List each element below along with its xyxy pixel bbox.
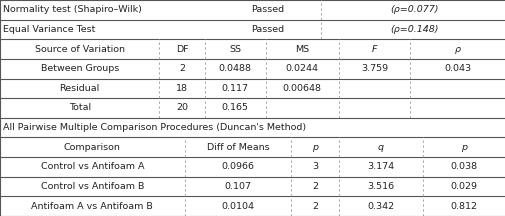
Text: 0.0488: 0.0488 xyxy=(218,64,251,73)
Text: (ρ=0.148): (ρ=0.148) xyxy=(390,25,438,34)
Text: Passed: Passed xyxy=(251,5,284,14)
Text: All Pairwise Multiple Comparison Procedures (Duncan's Method): All Pairwise Multiple Comparison Procedu… xyxy=(3,123,305,132)
Text: 20: 20 xyxy=(176,103,188,113)
Text: q: q xyxy=(377,143,383,152)
Text: Source of Variation: Source of Variation xyxy=(35,44,124,54)
Text: Diff of Means: Diff of Means xyxy=(206,143,269,152)
Text: Equal Variance Test: Equal Variance Test xyxy=(3,25,95,34)
Text: Comparison: Comparison xyxy=(64,143,121,152)
Text: 0.107: 0.107 xyxy=(224,182,251,191)
Text: Antifoam A vs Antifoam B: Antifoam A vs Antifoam B xyxy=(31,202,153,211)
Text: MS: MS xyxy=(295,44,309,54)
Text: DF: DF xyxy=(176,44,188,54)
Text: Total: Total xyxy=(69,103,90,113)
Text: p: p xyxy=(461,143,466,152)
Text: 2: 2 xyxy=(312,182,317,191)
Text: 0.029: 0.029 xyxy=(450,182,477,191)
Text: Control vs Antifoam B: Control vs Antifoam B xyxy=(40,182,144,191)
Text: 0.0104: 0.0104 xyxy=(221,202,254,211)
Text: 0.038: 0.038 xyxy=(450,162,477,172)
Text: Between Groups: Between Groups xyxy=(40,64,119,73)
Text: 0.043: 0.043 xyxy=(443,64,471,73)
Text: 0.00648: 0.00648 xyxy=(282,84,321,93)
Text: 3: 3 xyxy=(311,162,318,172)
Text: Control vs Antifoam A: Control vs Antifoam A xyxy=(40,162,144,172)
Text: Residual: Residual xyxy=(60,84,99,93)
Text: 0.0244: 0.0244 xyxy=(285,64,318,73)
Text: 0.0966: 0.0966 xyxy=(221,162,254,172)
Text: 0.342: 0.342 xyxy=(367,202,393,211)
Text: Passed: Passed xyxy=(251,25,284,34)
Text: 0.117: 0.117 xyxy=(221,84,248,93)
Text: 2: 2 xyxy=(312,202,317,211)
Text: p: p xyxy=(312,143,317,152)
Text: 18: 18 xyxy=(176,84,188,93)
Text: 3.174: 3.174 xyxy=(367,162,393,172)
Text: ρ: ρ xyxy=(454,44,460,54)
Text: 3.516: 3.516 xyxy=(367,182,393,191)
Text: F: F xyxy=(371,44,376,54)
Text: 0.812: 0.812 xyxy=(450,202,477,211)
Text: (ρ=0.077): (ρ=0.077) xyxy=(390,5,438,14)
Text: 2: 2 xyxy=(179,64,185,73)
Text: SS: SS xyxy=(229,44,241,54)
Text: Normality test (Shapiro–Wilk): Normality test (Shapiro–Wilk) xyxy=(3,5,141,14)
Text: 0.165: 0.165 xyxy=(221,103,248,113)
Text: 3.759: 3.759 xyxy=(360,64,387,73)
